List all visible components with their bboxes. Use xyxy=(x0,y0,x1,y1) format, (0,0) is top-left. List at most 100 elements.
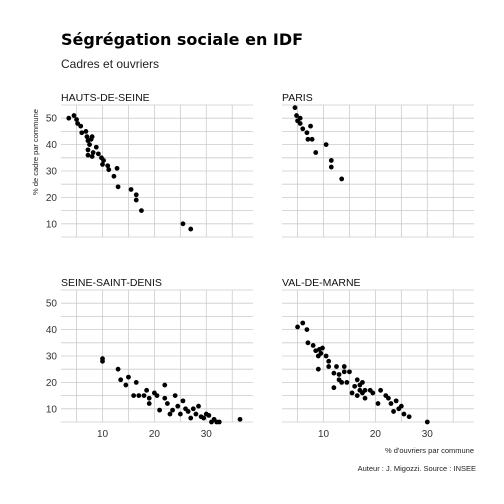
data-point xyxy=(344,380,350,385)
data-point xyxy=(115,184,121,190)
facet-panel: SEINE-SAINT-DENIS 10 20 30 40 50 10 20 30 xyxy=(46,277,253,440)
data-point xyxy=(188,226,194,232)
data-point xyxy=(83,129,89,134)
y-tick-label: 40 xyxy=(46,140,58,151)
x-tick-label: 20 xyxy=(149,429,161,440)
data-point xyxy=(90,150,96,155)
data-point xyxy=(170,407,175,413)
data-point xyxy=(295,324,300,330)
data-point xyxy=(79,130,85,136)
y-tick-label: 50 xyxy=(46,299,58,310)
data-point xyxy=(310,343,316,348)
data-point xyxy=(237,416,243,422)
data-point xyxy=(323,353,329,359)
data-point xyxy=(180,221,186,227)
data-point xyxy=(391,409,396,414)
data-point xyxy=(318,350,324,356)
data-point xyxy=(89,134,95,140)
y-tick-label: 50 xyxy=(46,114,58,125)
data-point xyxy=(206,413,212,418)
data-point xyxy=(385,395,391,401)
facet-label: HAUTS-DE-SEINE xyxy=(61,92,150,104)
data-point xyxy=(84,134,90,140)
data-point xyxy=(101,158,106,163)
data-point xyxy=(141,393,147,398)
data-point xyxy=(146,395,152,401)
data-point xyxy=(167,411,173,417)
data-point xyxy=(74,117,79,122)
data-point xyxy=(331,385,337,391)
data-point xyxy=(162,395,168,401)
data-point xyxy=(157,407,162,413)
data-point xyxy=(354,393,360,398)
data-point xyxy=(349,390,355,396)
data-point xyxy=(89,154,95,159)
data-point xyxy=(196,403,201,409)
facet-panel: VAL-DE-MARNE 10 20 30 xyxy=(282,277,474,440)
data-point xyxy=(106,167,112,173)
data-point xyxy=(315,366,321,372)
data-point xyxy=(313,348,319,354)
x-tick-label: 10 xyxy=(318,429,330,440)
data-point xyxy=(336,372,342,377)
data-point xyxy=(339,176,345,182)
data-point xyxy=(300,320,306,326)
x-tick-label: 10 xyxy=(97,429,109,440)
data-point xyxy=(328,164,334,170)
facet-label: PARIS xyxy=(282,92,313,104)
y-tick-label: 20 xyxy=(46,193,58,204)
data-point xyxy=(118,377,124,383)
data-point xyxy=(71,113,77,118)
data-point xyxy=(309,136,315,142)
data-point xyxy=(370,390,376,396)
y-tick-label: 10 xyxy=(46,404,58,415)
chart-title: Ségrégation sociale en IDF xyxy=(61,30,303,49)
data-point xyxy=(292,105,298,111)
data-point xyxy=(297,115,303,121)
data-point xyxy=(115,366,121,372)
data-point xyxy=(85,152,91,158)
data-point xyxy=(424,419,430,425)
facet-panels: HAUTS-DE-SEINE 10 20 30 40 50 PARIS SEINE-SAINT… xyxy=(46,92,474,440)
data-point xyxy=(180,398,186,404)
data-point xyxy=(294,113,299,118)
data-point xyxy=(378,387,383,393)
data-point xyxy=(154,393,160,398)
x-axis-label: % d'ouvriers par commune xyxy=(385,446,474,455)
data-point xyxy=(326,358,332,364)
data-point xyxy=(128,187,134,192)
data-point xyxy=(162,382,168,388)
data-point xyxy=(123,382,129,388)
chart-subtitle: Cadres et ouvriers xyxy=(61,57,159,71)
data-point xyxy=(201,415,207,421)
data-point xyxy=(297,121,303,126)
y-tick-label: 30 xyxy=(46,352,58,363)
data-point xyxy=(93,144,99,150)
data-point xyxy=(172,393,178,398)
y-axis-label: % de cadre par commune xyxy=(31,109,40,195)
data-point xyxy=(146,401,152,406)
data-point xyxy=(398,403,404,409)
facet-label: VAL-DE-MARNE xyxy=(282,277,361,289)
x-tick-label: 30 xyxy=(201,429,213,440)
data-point xyxy=(133,380,139,385)
data-point xyxy=(216,419,222,425)
data-point xyxy=(339,380,345,385)
data-point xyxy=(334,364,339,369)
data-point xyxy=(341,369,347,375)
data-point xyxy=(328,158,334,163)
data-point xyxy=(406,414,412,420)
data-point xyxy=(360,380,365,385)
data-point xyxy=(354,377,360,383)
data-point xyxy=(193,411,199,417)
data-point xyxy=(326,364,332,369)
y-tick-label: 20 xyxy=(46,378,58,389)
data-point xyxy=(95,151,101,157)
data-point xyxy=(300,126,306,132)
data-point xyxy=(401,411,407,417)
data-point xyxy=(144,387,150,393)
chart-caption: Auteur : J. Migozzi. Source : INSEE xyxy=(358,464,476,473)
data-point xyxy=(304,327,310,332)
x-tick-label: 20 xyxy=(370,429,382,440)
